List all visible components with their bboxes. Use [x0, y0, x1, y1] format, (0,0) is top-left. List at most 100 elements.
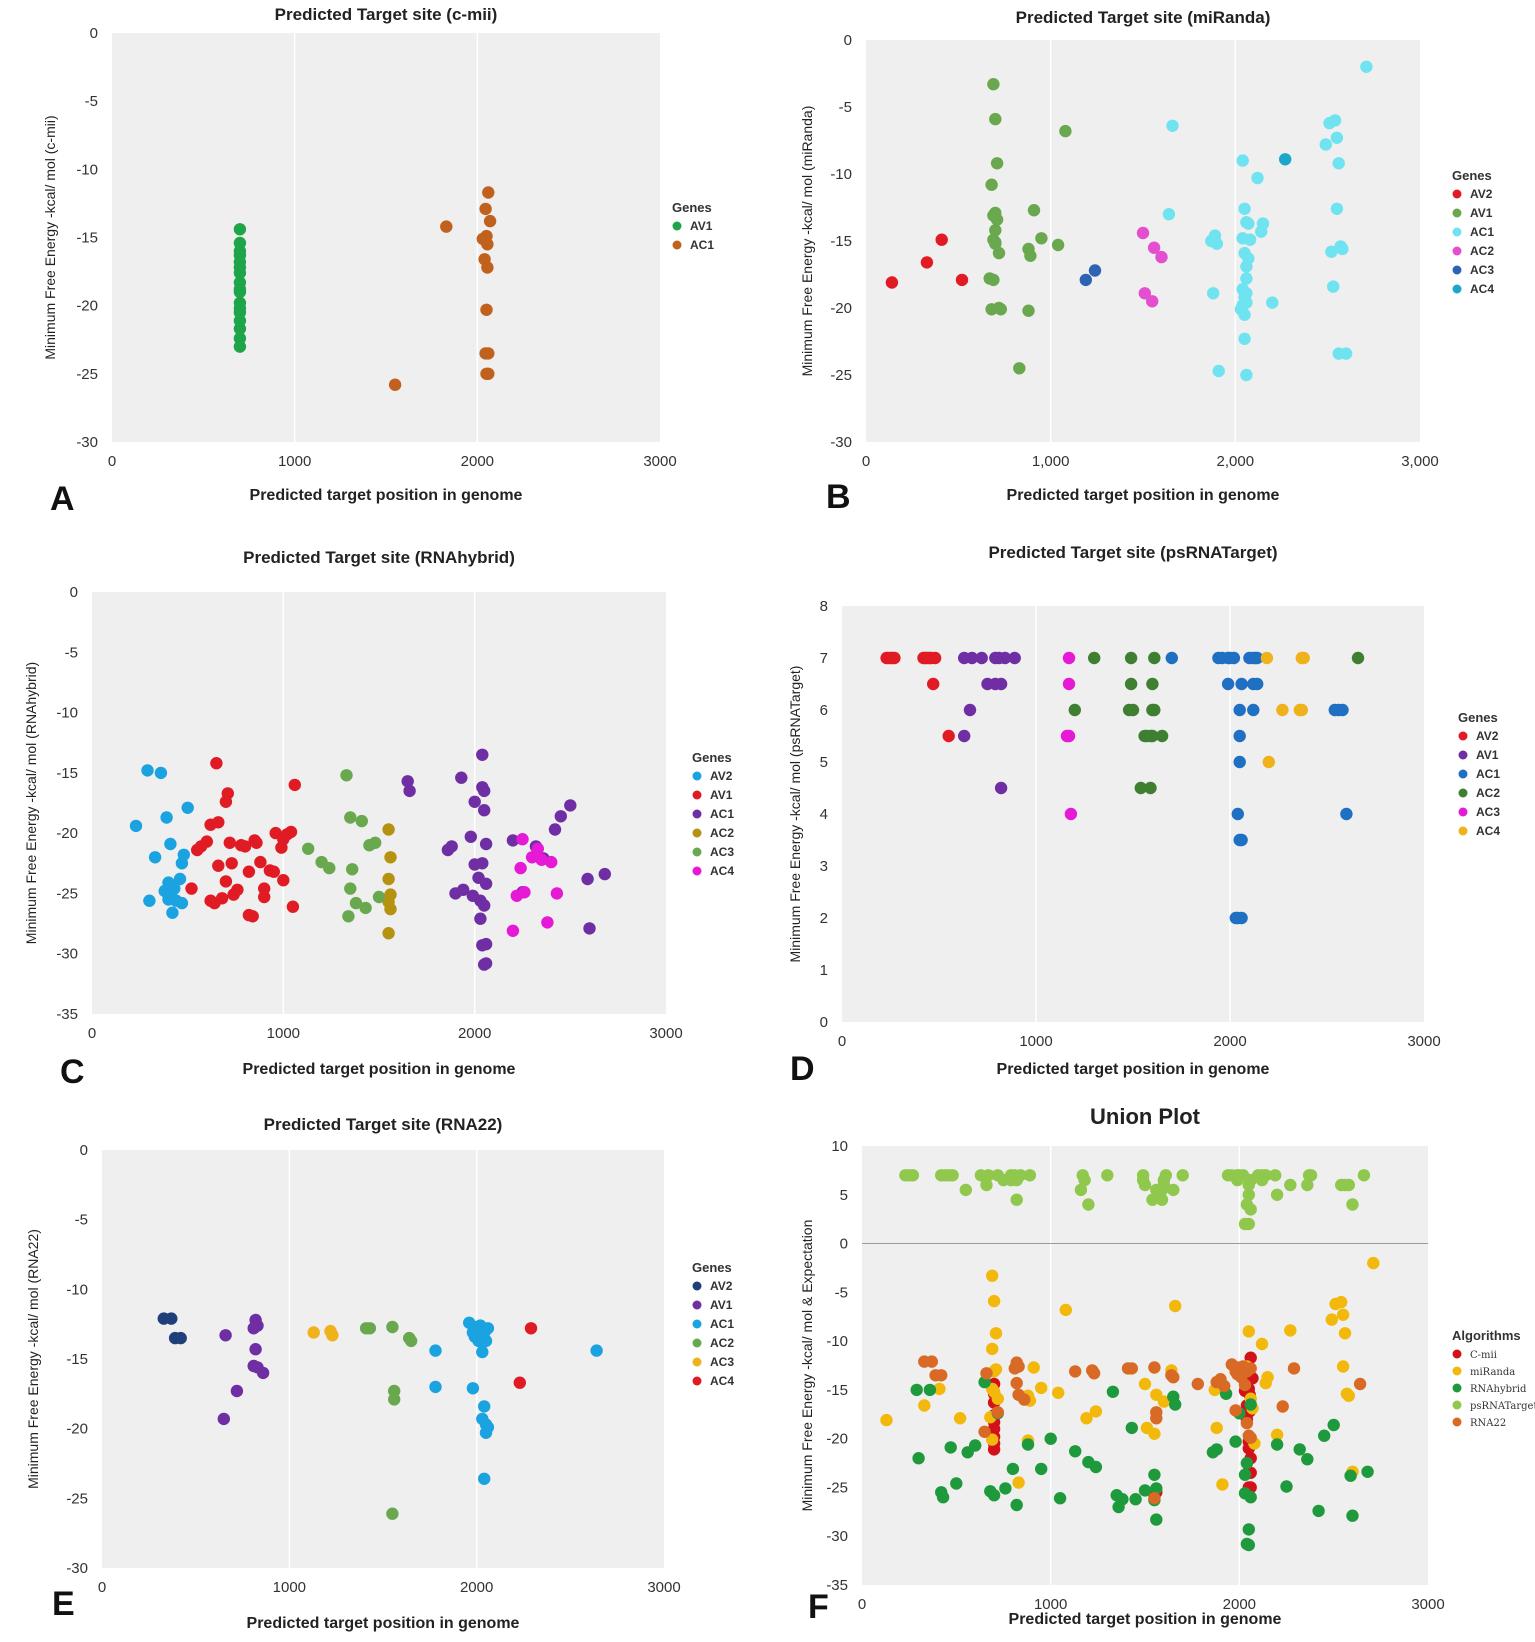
- data-point: [1157, 1395, 1171, 1408]
- data-point: [885, 276, 899, 289]
- data-point: [481, 238, 494, 251]
- data-point: [1325, 245, 1338, 258]
- data-point: [1150, 1482, 1163, 1495]
- data-point: [1144, 781, 1157, 795]
- legend-swatch: [1458, 769, 1468, 779]
- plot-area-f: [862, 1146, 1428, 1585]
- data-point: [1233, 833, 1246, 847]
- series-ac1: [1162, 60, 1373, 382]
- data-point: [464, 830, 477, 843]
- y-axis-label: Minimum Free Energy -kcal/ mol (RNA22): [25, 1229, 41, 1489]
- y-tick-label: -25: [56, 885, 78, 902]
- x-tick-label: 1,000: [1032, 453, 1070, 470]
- data-point: [478, 1400, 491, 1413]
- series-av1: [217, 1313, 270, 1426]
- data-point: [1062, 651, 1076, 665]
- data-point: [1146, 295, 1159, 308]
- data-point: [936, 1491, 950, 1504]
- data-point: [1339, 347, 1353, 360]
- y-tick-label: -10: [76, 161, 98, 178]
- data-point: [944, 1441, 957, 1454]
- data-point: [1059, 124, 1072, 138]
- series-ac4: [1279, 153, 1292, 166]
- data-point: [1150, 1412, 1163, 1425]
- chart-title: Predicted Target site (RNAhybrid): [243, 548, 515, 567]
- data-point: [994, 677, 1008, 691]
- plot-area-c: [92, 592, 666, 1014]
- data-point: [256, 1366, 270, 1380]
- data-point: [950, 1477, 963, 1490]
- data-point: [965, 651, 979, 665]
- data-point: [963, 703, 977, 717]
- legend-label: AV1: [1476, 748, 1499, 762]
- legend-label: AV2: [1470, 187, 1493, 201]
- legend-swatch: [692, 1300, 702, 1310]
- legend-label: AC4: [1476, 824, 1500, 838]
- data-point: [468, 858, 481, 871]
- x-axis-label: Predicted target position in genome: [1007, 487, 1280, 504]
- data-point: [148, 851, 162, 864]
- data-point: [1035, 1381, 1048, 1395]
- data-point: [935, 233, 948, 246]
- legend-title: Genes: [692, 750, 732, 765]
- data-point: [1242, 1523, 1256, 1536]
- data-point: [242, 908, 256, 922]
- legend-title: Genes: [672, 200, 712, 215]
- data-point: [550, 887, 564, 900]
- data-point: [1227, 651, 1241, 665]
- y-tick-label: 5: [820, 754, 828, 771]
- legend: Genes AV2 AV1 AC1 AC2 AC3 AC4: [692, 750, 734, 878]
- data-point: [999, 1482, 1012, 1495]
- data-point: [1242, 1178, 1256, 1192]
- y-tick-label: 7: [820, 650, 828, 667]
- y-tick-label: -30: [830, 434, 852, 451]
- data-point: [548, 823, 562, 836]
- y-tick-label: -10: [830, 166, 852, 183]
- data-point: [1243, 233, 1257, 246]
- y-tick-label: 0: [70, 584, 78, 601]
- data-point: [258, 890, 271, 904]
- panel-e: 0 1000 2000 3000 0 -5 -10 -15 -20 -25 -30 Predicted…: [25, 1115, 734, 1632]
- data-point: [989, 224, 1002, 237]
- x-axis-label: Predicted target position in genome: [997, 1061, 1270, 1078]
- y-tick-label: -5: [85, 93, 98, 110]
- y-tick-label: -10: [826, 1333, 848, 1350]
- data-point: [1242, 1188, 1256, 1202]
- data-point: [1247, 703, 1260, 717]
- data-point: [219, 1329, 232, 1342]
- data-point: [506, 834, 520, 847]
- data-point: [1069, 1365, 1082, 1378]
- data-point: [1052, 1386, 1065, 1400]
- data-point: [942, 729, 955, 743]
- data-point: [466, 889, 479, 902]
- data-point: [323, 861, 336, 875]
- data-point: [991, 1392, 1004, 1405]
- data-point: [535, 853, 548, 866]
- legend-swatch: [692, 790, 702, 800]
- data-point: [1169, 1398, 1182, 1411]
- legend-swatch: [1458, 750, 1468, 760]
- data-point: [478, 958, 491, 971]
- data-point: [1129, 1493, 1142, 1506]
- data-point: [1279, 153, 1292, 166]
- y-tick-label: -10: [66, 1281, 88, 1298]
- data-point: [910, 1383, 923, 1397]
- legend-label: psRNATarget: [1470, 1401, 1535, 1412]
- data-point: [242, 865, 256, 878]
- legend-swatch: [1452, 1383, 1462, 1393]
- y-tick-label: 8: [820, 598, 828, 615]
- legend-swatch: [692, 1319, 702, 1329]
- data-point: [1024, 249, 1037, 262]
- y-tick-label: 0: [80, 1142, 88, 1159]
- x-tick-label: 1000: [278, 453, 311, 470]
- data-point: [476, 1412, 489, 1426]
- data-point: [1221, 677, 1235, 691]
- data-point: [233, 223, 247, 236]
- y-axis-label: Minimum Free Energy -kcal/ mol (psRNATar…: [787, 666, 803, 963]
- legend-label: AV2: [710, 769, 733, 783]
- data-point: [1233, 703, 1246, 717]
- data-point: [1021, 1438, 1035, 1451]
- panel-letter: A: [50, 480, 75, 518]
- data-point: [1080, 1412, 1093, 1425]
- data-point: [1146, 729, 1159, 743]
